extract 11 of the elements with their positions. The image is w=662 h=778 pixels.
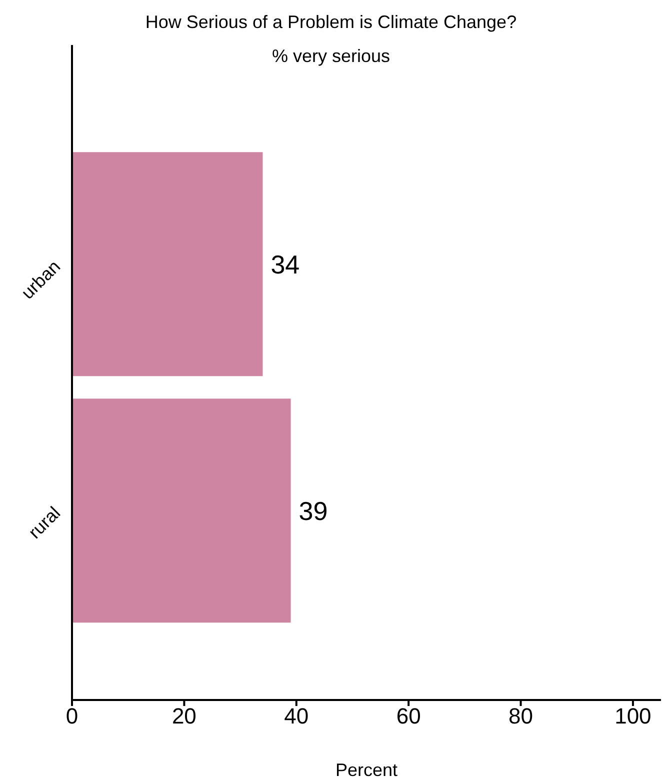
x-tick-label: 100 bbox=[614, 704, 652, 729]
x-tick-label: 80 bbox=[508, 704, 534, 729]
x-axis-title: Percent bbox=[335, 760, 398, 778]
chart-subtitle: % very serious bbox=[270, 46, 392, 67]
x-tick-label: 0 bbox=[66, 704, 78, 729]
data-label: 39 bbox=[298, 496, 328, 526]
data-label: 34 bbox=[270, 249, 300, 280]
chart-title: How Serious of a Problem is Climate Change? bbox=[144, 12, 518, 33]
x-tick-label: 20 bbox=[172, 704, 196, 729]
x-tick-label: 60 bbox=[396, 704, 421, 729]
x-tick-label: 40 bbox=[284, 704, 309, 729]
